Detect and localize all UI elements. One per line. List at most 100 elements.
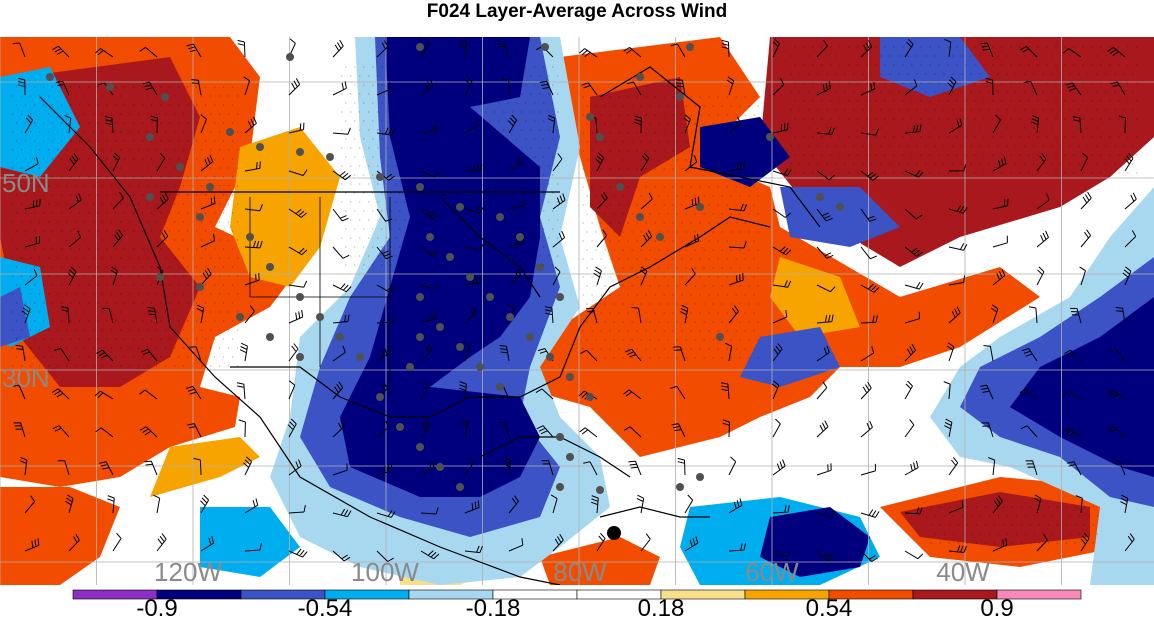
lat-label-30n: 30N <box>2 363 50 393</box>
station-dot <box>526 333 534 341</box>
field-negative <box>780 187 900 247</box>
colorbar: -0.9 -0.54 -0.18 0.18 0.54 0.9 <box>0 588 1154 622</box>
colorbar-label: -0.54 <box>297 595 353 622</box>
station-dot <box>266 333 274 341</box>
colorbar-label: 0.9 <box>980 595 1014 622</box>
station-dot <box>286 53 294 61</box>
field-negative <box>740 327 840 387</box>
station-dot <box>516 233 524 241</box>
station-dot <box>356 353 364 361</box>
station-dot <box>586 393 594 401</box>
field-positive <box>770 257 860 337</box>
great-lakes <box>439 196 541 298</box>
significance-stipple <box>12 46 1138 544</box>
station-dot <box>416 183 424 191</box>
field-positive <box>150 437 260 497</box>
station-dot <box>816 193 824 201</box>
station-dot <box>456 343 464 351</box>
map-svg: 120W 100W 80W 60W 40W 50N 30N <box>0 37 1154 585</box>
station-dot <box>106 83 114 91</box>
station-dot <box>206 183 214 191</box>
station-dot <box>836 203 844 211</box>
station-dot <box>676 93 684 101</box>
station-dot <box>586 113 594 121</box>
station-dot <box>46 73 54 81</box>
lon-label-100w: 100W <box>351 557 419 585</box>
station-dot <box>226 128 234 136</box>
station-dot <box>146 133 154 141</box>
station-dot <box>566 373 574 381</box>
station-dot <box>256 143 264 151</box>
lon-label-40w: 40W <box>936 557 990 585</box>
grid-lines <box>0 37 1154 585</box>
field-very-strong-positive <box>900 492 1090 547</box>
station-dot <box>316 313 324 321</box>
station-dot <box>716 333 724 341</box>
station-dot <box>296 148 304 156</box>
station-dot <box>466 273 474 281</box>
station-dot <box>396 423 404 431</box>
station-dot <box>566 453 574 461</box>
station-dot <box>676 483 684 491</box>
longitude-labels: 120W 100W 80W 60W 40W <box>154 557 990 585</box>
station-dot <box>656 233 664 241</box>
greater-antilles <box>599 506 710 518</box>
lat-label-50n: 50N <box>2 168 50 198</box>
station-dot <box>326 153 334 161</box>
field-very-strong-positive <box>590 77 690 237</box>
colorbar-svg <box>72 589 1082 600</box>
field-weak-negative <box>200 507 300 577</box>
station-dot <box>556 483 564 491</box>
station-dot <box>196 213 204 221</box>
field-strong-positive <box>0 487 120 585</box>
colorbar-label: 0.54 <box>805 595 853 622</box>
station-dot <box>426 233 434 241</box>
colorbar-box <box>996 589 1082 600</box>
wind-barbs <box>12 38 1137 562</box>
station-dot <box>636 213 644 221</box>
atlantic-gulf-coast <box>429 216 771 418</box>
station-dot <box>416 443 424 451</box>
station-dot <box>266 263 274 271</box>
field-positive <box>230 127 340 287</box>
station-dot <box>546 353 554 361</box>
station-dot <box>556 293 564 301</box>
pacific-coast <box>39 96 561 585</box>
station-dot <box>496 383 504 391</box>
station-dot <box>146 193 154 201</box>
station-dot <box>416 43 424 51</box>
lon-label-60w: 60W <box>745 557 799 585</box>
station-dot <box>246 233 254 241</box>
field-negative <box>0 287 30 347</box>
station-dot <box>296 293 304 301</box>
station-dot <box>376 173 384 181</box>
station-dot <box>436 463 444 471</box>
station-dot <box>536 263 544 271</box>
station-dot <box>176 163 184 171</box>
highlight-station <box>607 526 621 540</box>
weather-map: 120W 100W 80W 60W 40W 50N 30N <box>0 37 1154 585</box>
station-dot <box>456 483 464 491</box>
station-dot <box>376 393 384 401</box>
station-dot <box>406 363 414 371</box>
stations <box>46 43 844 540</box>
station-dot <box>596 486 604 494</box>
station-dot <box>541 43 549 51</box>
chart-title: F024 Layer-Average Across Wind <box>426 1 728 22</box>
field-weak-negative <box>0 67 80 177</box>
station-dot <box>686 43 694 51</box>
lat-lon-grid <box>0 37 1154 585</box>
field-strong-negative <box>760 507 870 577</box>
station-dot <box>506 313 514 321</box>
station-dot <box>696 473 704 481</box>
colorbar-label: -0.18 <box>465 595 521 622</box>
station-dot <box>496 213 504 221</box>
station-dot <box>636 73 644 81</box>
station-dot <box>296 353 304 361</box>
stipple-dots <box>12 46 1138 544</box>
contour-fields <box>0 37 1154 585</box>
station-dot <box>161 93 169 101</box>
lon-label-80w: 80W <box>553 557 607 585</box>
station-dot <box>486 293 494 301</box>
station-dot <box>196 283 204 291</box>
